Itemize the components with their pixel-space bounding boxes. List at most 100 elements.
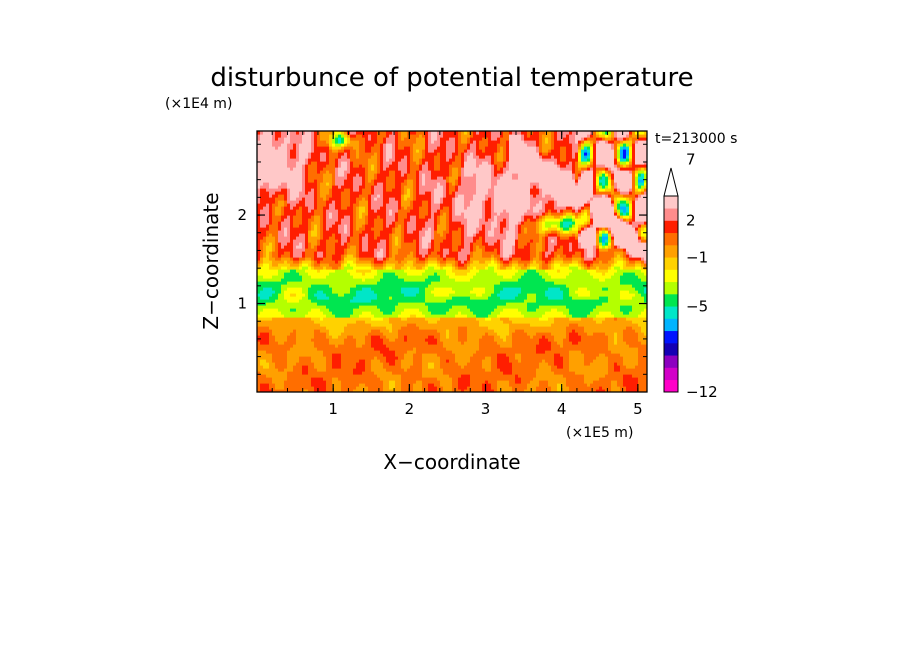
heatmap-cell bbox=[329, 278, 333, 282]
heatmap-cell bbox=[314, 146, 318, 150]
heatmap-cell bbox=[305, 194, 309, 198]
heatmap-cell bbox=[287, 281, 291, 285]
heatmap-cell bbox=[338, 278, 342, 282]
heatmap-cell bbox=[344, 329, 348, 333]
heatmap-cell bbox=[302, 236, 306, 240]
heatmap-cell bbox=[347, 305, 351, 309]
heatmap-cell bbox=[302, 248, 306, 252]
heatmap-cell bbox=[416, 197, 420, 201]
heatmap-cell bbox=[383, 200, 387, 204]
heatmap-cell bbox=[338, 242, 342, 246]
heatmap-cell bbox=[326, 302, 330, 306]
heatmap-cell bbox=[395, 269, 399, 273]
heatmap-cell bbox=[356, 359, 360, 363]
heatmap-cell bbox=[272, 197, 276, 201]
heatmap-cell bbox=[326, 236, 330, 240]
heatmap-cell bbox=[311, 221, 315, 225]
heatmap-cell bbox=[293, 389, 297, 392]
heatmap-cell bbox=[362, 140, 366, 144]
heatmap-cell bbox=[299, 236, 303, 240]
heatmap-cell bbox=[359, 287, 363, 291]
heatmap-cell bbox=[356, 335, 360, 339]
heatmap-cell bbox=[362, 368, 366, 372]
heatmap-cell bbox=[419, 257, 423, 261]
heatmap-cell bbox=[293, 335, 297, 339]
heatmap-cell bbox=[374, 260, 378, 264]
heatmap-cell bbox=[374, 284, 378, 288]
heatmap-cell bbox=[359, 272, 363, 276]
heatmap-cell bbox=[275, 344, 279, 348]
heatmap-cell bbox=[413, 185, 417, 189]
heatmap-cell bbox=[350, 194, 354, 198]
heatmap-cell bbox=[341, 281, 345, 285]
heatmap-cell bbox=[398, 353, 402, 357]
heatmap-cell bbox=[413, 188, 417, 192]
heatmap-cell bbox=[272, 362, 276, 366]
heatmap-cell bbox=[260, 314, 264, 318]
heatmap-cell bbox=[365, 209, 369, 213]
heatmap-cell bbox=[422, 257, 426, 261]
heatmap-cell bbox=[305, 254, 309, 258]
heatmap-cell bbox=[425, 215, 429, 219]
heatmap-cell bbox=[305, 191, 309, 195]
heatmap-cell bbox=[368, 176, 372, 180]
heatmap-cell bbox=[323, 191, 327, 195]
heatmap-cell bbox=[374, 371, 378, 375]
heatmap-cell bbox=[338, 152, 342, 156]
heatmap-cell bbox=[281, 260, 285, 264]
heatmap-cell bbox=[395, 389, 399, 392]
heatmap-cell bbox=[290, 263, 294, 267]
heatmap-cell bbox=[416, 284, 420, 288]
heatmap-cell bbox=[422, 221, 426, 225]
heatmap-cell bbox=[350, 368, 354, 372]
heatmap-cell bbox=[398, 368, 402, 372]
heatmap-cell bbox=[308, 254, 312, 258]
heatmap-cell bbox=[290, 191, 294, 195]
heatmap-cell bbox=[410, 383, 414, 387]
heatmap-cell bbox=[299, 386, 303, 390]
heatmap-cell bbox=[308, 224, 312, 228]
heatmap-cell bbox=[260, 185, 264, 189]
heatmap-cell bbox=[386, 140, 390, 144]
heatmap-cell bbox=[305, 320, 309, 324]
heatmap-cell bbox=[275, 197, 279, 201]
heatmap-cell bbox=[359, 200, 363, 204]
heatmap-cell bbox=[257, 161, 261, 165]
heatmap-cell bbox=[332, 290, 336, 294]
heatmap-cell bbox=[329, 332, 333, 336]
heatmap-cell bbox=[398, 278, 402, 282]
heatmap-cell bbox=[257, 278, 261, 282]
heatmap-cell bbox=[296, 185, 300, 189]
heatmap-cell bbox=[392, 161, 396, 165]
heatmap-cell bbox=[287, 347, 291, 351]
heatmap-cell bbox=[278, 260, 282, 264]
heatmap-cell bbox=[425, 161, 429, 165]
heatmap-cell bbox=[308, 230, 312, 234]
heatmap-cell bbox=[362, 209, 366, 213]
heatmap-cell bbox=[302, 344, 306, 348]
heatmap-cell bbox=[263, 266, 267, 270]
heatmap-cell bbox=[323, 365, 327, 369]
heatmap-cell bbox=[272, 200, 276, 204]
heatmap-cell bbox=[293, 299, 297, 303]
heatmap-cell bbox=[260, 317, 264, 321]
heatmap-cell bbox=[266, 239, 270, 243]
heatmap-cell bbox=[314, 158, 318, 162]
heatmap-cell bbox=[392, 320, 396, 324]
heatmap-cell bbox=[368, 164, 372, 168]
heatmap-cell bbox=[257, 341, 261, 345]
heatmap-cell bbox=[314, 296, 318, 300]
heatmap-cell bbox=[287, 269, 291, 273]
heatmap-cell bbox=[362, 152, 366, 156]
heatmap-cell bbox=[311, 164, 315, 168]
heatmap-cell bbox=[428, 341, 432, 345]
heatmap-cell bbox=[320, 287, 324, 291]
heatmap-cell bbox=[401, 260, 405, 264]
heatmap-cell bbox=[275, 371, 279, 375]
heatmap-cell bbox=[359, 215, 363, 219]
heatmap-cell bbox=[335, 227, 339, 231]
heatmap-cell bbox=[401, 194, 405, 198]
heatmap-cell bbox=[392, 203, 396, 207]
heatmap-cell bbox=[410, 326, 414, 330]
heatmap-cell bbox=[353, 224, 357, 228]
